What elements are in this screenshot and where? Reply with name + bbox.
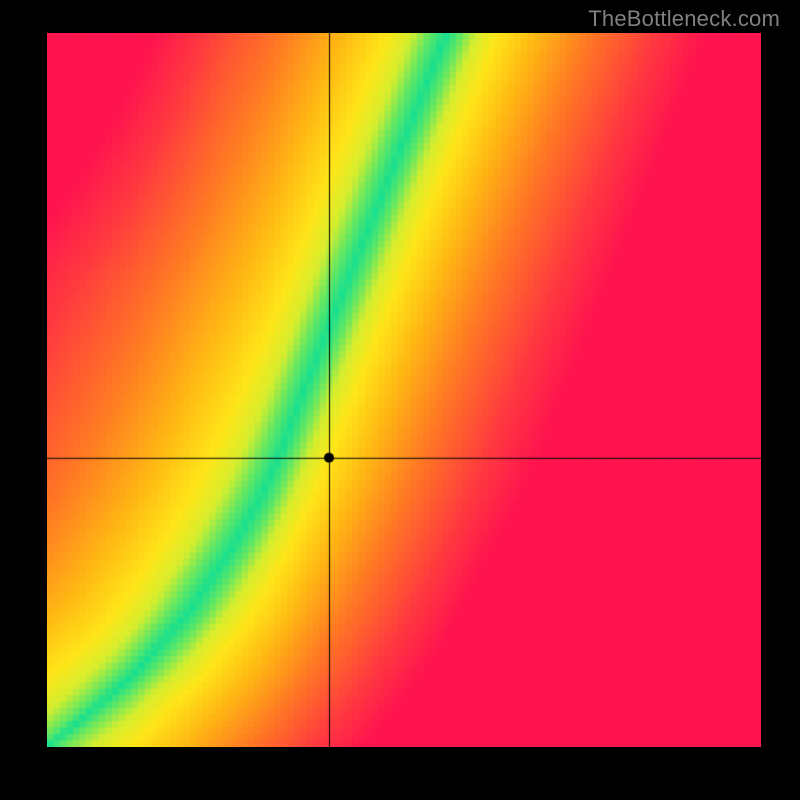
watermark-text: TheBottleneck.com [588,6,780,32]
chart-container: TheBottleneck.com [0,0,800,800]
bottleneck-heatmap [47,33,761,747]
